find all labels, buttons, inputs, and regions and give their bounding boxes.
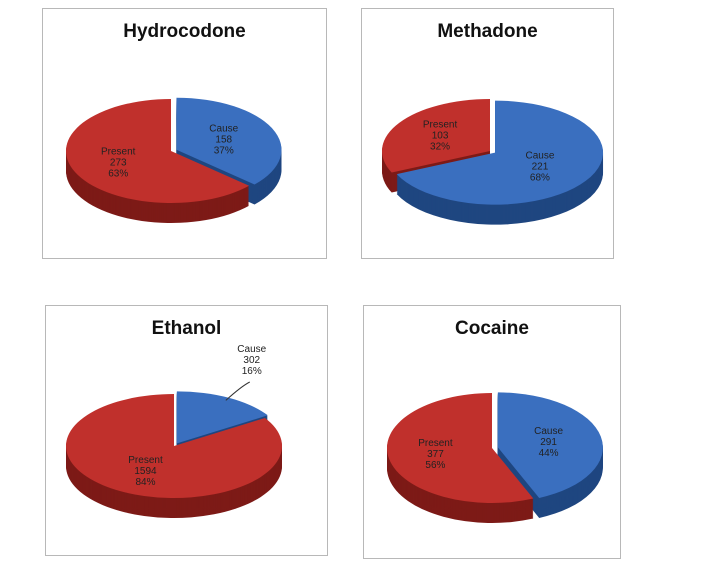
chart-ethanol: Ethanol Cause 302 16% Present 1594 84% xyxy=(45,305,328,556)
chart-title: Cocaine xyxy=(455,318,529,339)
pie-slice-cause xyxy=(396,100,604,205)
slice-percent: 68% xyxy=(530,172,550,183)
chart-methadone: Methadone Cause 221 68% Present 103 32% xyxy=(361,8,614,259)
slice-value: 273 xyxy=(110,158,127,169)
slice-label: Present xyxy=(128,455,163,466)
slice-value: 158 xyxy=(215,134,232,145)
chart-hydrocodone: Hydrocodone Cause 158 37% Present 273 63% xyxy=(42,8,327,259)
slice-label: Present xyxy=(418,438,453,449)
slice-label: Present xyxy=(423,120,458,131)
slice-value: 1594 xyxy=(134,466,157,477)
chart-title: Hydrocodone xyxy=(123,21,246,42)
leader-line xyxy=(225,381,250,401)
pie-slice-cause xyxy=(497,392,603,498)
slice-label: Cause xyxy=(237,344,266,355)
chart-cocaine: Cocaine Cause 291 44% Present 377 56% xyxy=(363,305,621,559)
slice-label: Cause xyxy=(525,150,554,161)
slice-value: 221 xyxy=(532,161,549,172)
slice-percent: 84% xyxy=(135,477,155,488)
pie-slice-present xyxy=(387,393,534,503)
chart-title: Methadone xyxy=(437,21,538,42)
slice-value: 377 xyxy=(427,449,444,460)
slice-label: Present xyxy=(101,147,136,158)
slice-label: Cause xyxy=(209,123,238,134)
pie-slice-present xyxy=(66,99,250,203)
slice-value: 291 xyxy=(540,437,557,448)
slice-percent: 32% xyxy=(430,142,450,153)
pie-slice-present xyxy=(65,394,282,498)
chart-title: Ethanol xyxy=(151,318,222,339)
slice-value: 103 xyxy=(432,131,449,142)
pie-slice-present xyxy=(382,99,490,173)
slice-percent: 37% xyxy=(214,145,234,156)
slice-value: 302 xyxy=(243,355,260,366)
slice-label: Cause xyxy=(534,426,563,437)
slice-percent: 63% xyxy=(108,169,128,180)
pie-slice-cause xyxy=(176,391,268,444)
slice-percent: 44% xyxy=(539,448,559,459)
slice-percent: 56% xyxy=(425,460,445,471)
slice-percent: 16% xyxy=(242,366,262,377)
pie-slice-cause xyxy=(176,97,282,185)
